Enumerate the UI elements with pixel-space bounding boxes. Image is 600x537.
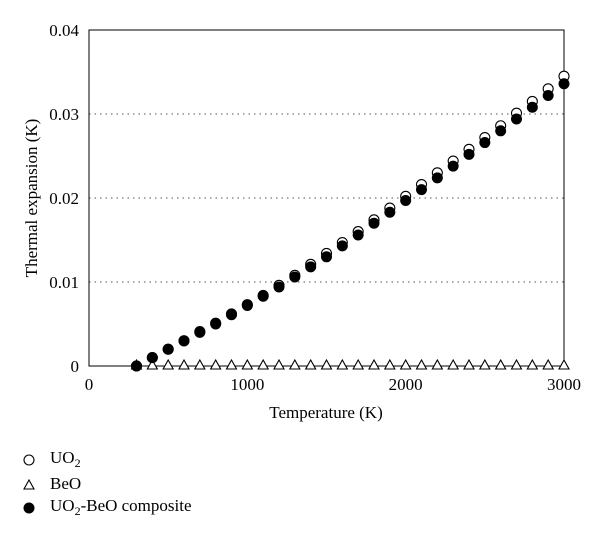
- data-point: [400, 195, 412, 207]
- axis-ticks: 0 0.01 0.02 0.03 0.04 0 1000 2000 3000: [49, 21, 581, 394]
- x-axis-title: Temperature (K): [269, 403, 383, 422]
- y-tick-label: 0.03: [49, 105, 79, 124]
- legend-marker: [22, 477, 50, 491]
- y-tick-label: 0.02: [49, 189, 79, 208]
- y-tick-label: 0.04: [49, 21, 79, 40]
- data-point: [431, 172, 443, 184]
- legend: UO2 BeO UO2-BeO composite: [22, 448, 192, 520]
- y-tick-label: 0: [71, 357, 80, 376]
- data-point: [321, 251, 332, 263]
- x-tick-label: 1000: [230, 375, 264, 394]
- data-point: [399, 358, 412, 370]
- y-tick-label: 0.01: [49, 273, 79, 292]
- data-point: [146, 358, 159, 370]
- data-point: [209, 358, 222, 370]
- data-point: [257, 290, 269, 302]
- data-point: [526, 101, 538, 113]
- data-point: [510, 358, 523, 370]
- legend-label: UO2: [50, 446, 81, 475]
- x-tick-label: 0: [85, 375, 94, 394]
- data-point: [416, 184, 427, 196]
- data-point: [447, 160, 459, 172]
- data-point: [511, 113, 522, 125]
- legend-symbol: [23, 478, 35, 490]
- data-point: [463, 148, 475, 160]
- data-point: [495, 125, 507, 137]
- data-point: [257, 358, 270, 370]
- series-0: [130, 70, 570, 372]
- data-point: [415, 358, 428, 370]
- data-point: [463, 358, 475, 370]
- data-point: [447, 358, 460, 370]
- data-point: [558, 358, 570, 370]
- legend-label-main: UO: [50, 495, 75, 515]
- legend-item: BeO: [22, 472, 192, 496]
- data-point: [304, 358, 317, 370]
- data-point: [226, 309, 237, 321]
- legend-marker: [22, 453, 50, 467]
- data-point: [194, 326, 206, 338]
- legend-symbol: [23, 502, 35, 514]
- legend-label-main: UO: [50, 447, 75, 467]
- legend-label-suffix: -BeO composite: [80, 495, 192, 515]
- data-point: [352, 358, 365, 370]
- legend-label-subscript: 2: [74, 503, 81, 518]
- series-2: [131, 78, 570, 372]
- data-point: [431, 358, 444, 370]
- data-point: [336, 240, 348, 252]
- legend-symbol: [23, 454, 35, 466]
- legend-marker: [22, 501, 50, 515]
- data-point: [494, 358, 507, 370]
- data-point: [225, 358, 238, 370]
- data-point: [305, 261, 317, 273]
- data-point: [273, 281, 285, 293]
- data-point: [146, 352, 158, 364]
- series-1: [130, 358, 570, 370]
- legend-label: BeO: [50, 472, 81, 496]
- data-point: [320, 358, 333, 370]
- data-point: [368, 217, 380, 229]
- gridlines: [89, 113, 564, 283]
- data-point: [479, 137, 491, 149]
- data-points: [130, 70, 570, 372]
- data-point: [352, 229, 364, 241]
- data-point: [178, 335, 190, 347]
- legend-item: UO2: [22, 448, 192, 472]
- x-tick-label: 3000: [547, 375, 581, 394]
- legend-label-main: BeO: [50, 474, 82, 493]
- legend-label-subscript: 2: [74, 455, 81, 470]
- data-point: [210, 318, 222, 330]
- data-point: [162, 358, 175, 370]
- data-point: [542, 90, 554, 102]
- data-point: [162, 343, 174, 355]
- data-point: [241, 358, 254, 370]
- data-point: [273, 358, 285, 370]
- legend-label: UO2-BeO composite: [50, 494, 192, 523]
- data-point: [178, 358, 190, 370]
- data-point: [288, 358, 301, 370]
- x-tick-label: 2000: [389, 375, 423, 394]
- chart: 0 0.01 0.02 0.03 0.04 0 1000 2000 3000 Temperatu…: [22, 21, 581, 422]
- data-point: [368, 358, 380, 370]
- data-point: [131, 360, 142, 372]
- data-point: [558, 78, 570, 90]
- data-point: [526, 358, 539, 370]
- legend-item: UO2-BeO composite: [22, 496, 192, 520]
- data-point: [193, 358, 206, 370]
- data-point: [336, 358, 349, 370]
- data-point: [289, 271, 301, 283]
- data-point: [542, 358, 555, 370]
- y-axis-title: Thermal expansion (K): [22, 119, 41, 278]
- data-point: [384, 206, 396, 218]
- data-point: [383, 358, 396, 370]
- data-point: [241, 300, 253, 312]
- data-point: [478, 358, 491, 370]
